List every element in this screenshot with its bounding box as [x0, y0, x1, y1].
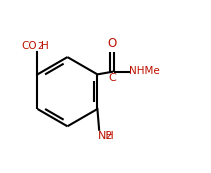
Text: H: H — [41, 40, 49, 51]
Text: C: C — [108, 73, 116, 83]
Text: NHMe: NHMe — [129, 66, 160, 76]
Text: 2: 2 — [38, 42, 43, 51]
Text: 2: 2 — [106, 131, 112, 142]
Text: CO: CO — [21, 40, 37, 51]
Text: NH: NH — [98, 131, 115, 141]
Text: O: O — [107, 37, 117, 50]
